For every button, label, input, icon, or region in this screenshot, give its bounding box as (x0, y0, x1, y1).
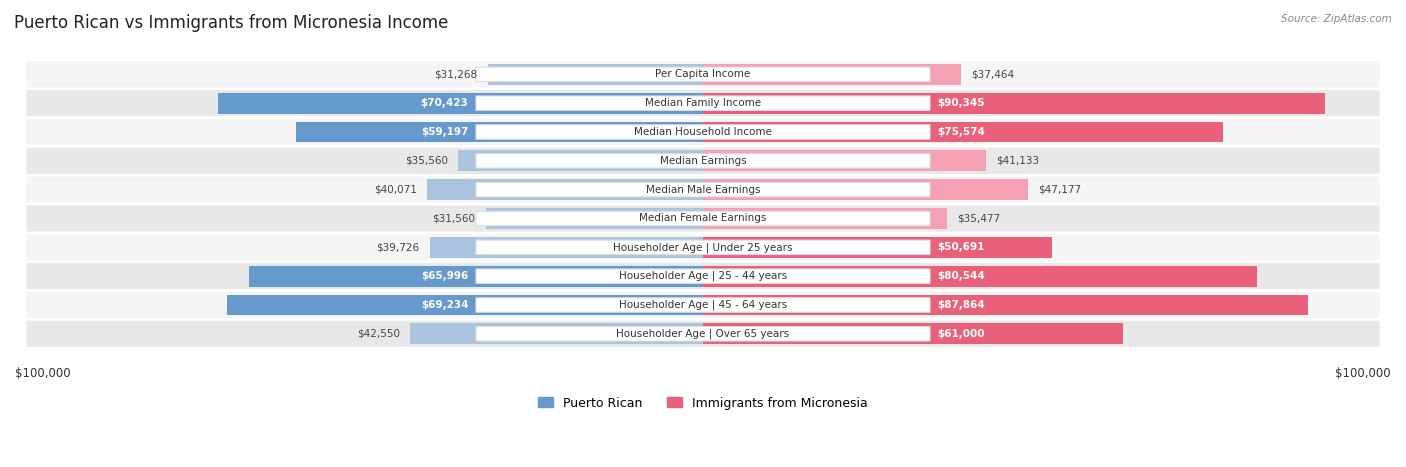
FancyBboxPatch shape (25, 320, 1381, 348)
Text: $47,177: $47,177 (1038, 184, 1081, 195)
Bar (226, 295, 703, 315)
Text: $100,000: $100,000 (1336, 367, 1391, 380)
Text: $80,544: $80,544 (938, 271, 986, 281)
Bar (703, 150, 986, 171)
Text: $50,691: $50,691 (938, 242, 986, 252)
Bar (430, 237, 703, 258)
Text: $70,423: $70,423 (420, 98, 468, 108)
Bar (703, 179, 1028, 200)
Text: Householder Age | Under 25 years: Householder Age | Under 25 years (613, 242, 793, 253)
Bar (295, 121, 703, 142)
Text: $39,726: $39,726 (377, 242, 419, 252)
Text: Median Female Earnings: Median Female Earnings (640, 213, 766, 224)
Text: $42,550: $42,550 (357, 329, 399, 339)
Text: $75,574: $75,574 (938, 127, 986, 137)
FancyBboxPatch shape (25, 89, 1381, 117)
FancyBboxPatch shape (477, 154, 929, 168)
Bar (703, 93, 1324, 113)
Text: $40,071: $40,071 (374, 184, 418, 195)
Text: Householder Age | Over 65 years: Householder Age | Over 65 years (616, 329, 790, 339)
Bar (488, 64, 703, 85)
Text: $100,000: $100,000 (15, 367, 70, 380)
FancyBboxPatch shape (477, 96, 929, 110)
Text: Median Household Income: Median Household Income (634, 127, 772, 137)
Text: $59,197: $59,197 (420, 127, 468, 137)
FancyBboxPatch shape (25, 147, 1381, 175)
Bar (703, 121, 1223, 142)
Bar (249, 266, 703, 287)
Text: $37,464: $37,464 (972, 69, 1014, 79)
Text: Median Male Earnings: Median Male Earnings (645, 184, 761, 195)
Bar (703, 237, 1052, 258)
Bar (703, 295, 1308, 315)
Text: Median Family Income: Median Family Income (645, 98, 761, 108)
Text: $35,560: $35,560 (405, 156, 449, 166)
Bar (703, 64, 960, 85)
Bar (486, 208, 703, 229)
Text: Source: ZipAtlas.com: Source: ZipAtlas.com (1281, 14, 1392, 24)
Text: $61,000: $61,000 (938, 329, 986, 339)
FancyBboxPatch shape (25, 291, 1381, 319)
Bar (703, 266, 1257, 287)
Text: Median Earnings: Median Earnings (659, 156, 747, 166)
FancyBboxPatch shape (477, 269, 929, 283)
FancyBboxPatch shape (25, 262, 1381, 290)
FancyBboxPatch shape (25, 118, 1381, 146)
FancyBboxPatch shape (25, 205, 1381, 233)
Bar (411, 324, 703, 344)
Bar (218, 93, 703, 113)
FancyBboxPatch shape (477, 125, 929, 139)
Text: $90,345: $90,345 (938, 98, 986, 108)
FancyBboxPatch shape (477, 326, 929, 341)
Text: $35,477: $35,477 (957, 213, 1001, 224)
FancyBboxPatch shape (25, 176, 1381, 204)
Bar (427, 179, 703, 200)
Text: $31,268: $31,268 (434, 69, 478, 79)
FancyBboxPatch shape (477, 67, 929, 82)
FancyBboxPatch shape (477, 183, 929, 197)
FancyBboxPatch shape (25, 60, 1381, 88)
Text: Per Capita Income: Per Capita Income (655, 69, 751, 79)
Legend: Puerto Rican, Immigrants from Micronesia: Puerto Rican, Immigrants from Micronesia (538, 396, 868, 410)
Bar (703, 208, 948, 229)
Text: Householder Age | 25 - 44 years: Householder Age | 25 - 44 years (619, 271, 787, 282)
Bar (458, 150, 703, 171)
FancyBboxPatch shape (25, 233, 1381, 262)
FancyBboxPatch shape (477, 211, 929, 226)
Text: $87,864: $87,864 (938, 300, 986, 310)
FancyBboxPatch shape (477, 240, 929, 255)
Text: $69,234: $69,234 (420, 300, 468, 310)
Text: $65,996: $65,996 (422, 271, 468, 281)
Text: $31,560: $31,560 (433, 213, 475, 224)
Text: Householder Age | 45 - 64 years: Householder Age | 45 - 64 years (619, 300, 787, 310)
Bar (703, 324, 1122, 344)
FancyBboxPatch shape (477, 298, 929, 312)
Text: Puerto Rican vs Immigrants from Micronesia Income: Puerto Rican vs Immigrants from Micrones… (14, 14, 449, 32)
Text: $41,133: $41,133 (997, 156, 1039, 166)
